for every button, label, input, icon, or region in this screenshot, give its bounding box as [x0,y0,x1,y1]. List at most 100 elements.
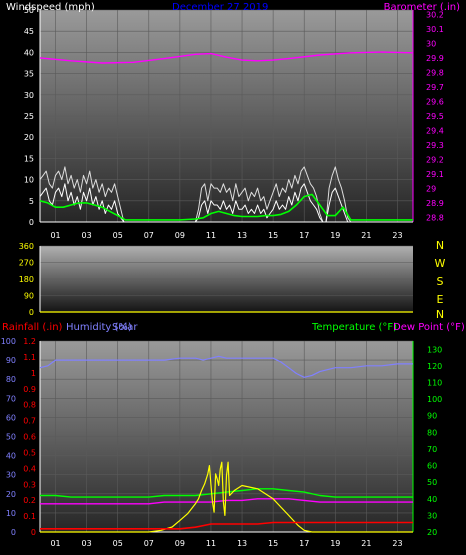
humidity-tick-label: 90 [6,356,16,365]
barometer-tick-label: 29.7 [426,83,444,92]
panel3-hour-tick-label: 13 [237,539,247,548]
temperature-tick-label: 70 [427,445,437,454]
wind-direction-tick-label: 90 [24,292,34,301]
barometer-tick-label: 30.1 [426,25,444,34]
panel1-hour-tick-label: 11 [206,231,216,240]
barometer-series [39,51,414,64]
panel1-hour-tick-label: 03 [82,231,92,240]
temperature-series [40,488,413,498]
solar-axis-title: Solar [112,322,138,333]
rainfall-tick-label: 0.7 [23,417,36,426]
windspeed-tick-label: 50 [24,6,34,15]
windspeed-tick-label: 40 [24,48,34,57]
rainfall-tick-label: 0.8 [23,401,36,410]
panel1-hour-tick-label: 19 [330,231,340,240]
barometer-tick-label: 28.8 [426,214,444,223]
barometer-tick-label: 30.2 [426,10,444,19]
panel3-hour-tick-label: 11 [206,539,216,548]
humidity-series [39,355,413,378]
compass-label-n-bottom: N [436,308,444,321]
humidity-tick-label: 0 [11,528,16,537]
barometer-tick-label: 28.9 [426,199,444,208]
rainfall-tick-label: 0.3 [23,480,36,489]
compass-label-n-top: N [436,239,444,252]
panel3-hour-tick-label: 01 [50,539,60,548]
humidity-tick-label: 20 [6,490,16,499]
temperature-tick-label: 120 [427,362,442,371]
panel3-hour-tick-label: 03 [82,539,92,548]
panel3-hour-tick-label: 15 [268,539,278,548]
compass-label-e: E [437,293,444,306]
barometer-tick-label: 29.6 [426,97,444,106]
panel1-hour-tick-label: 13 [237,231,247,240]
humidity-tick-label: 80 [6,375,16,384]
rainfall-tick-label: 1.1 [23,353,36,362]
wind-direction-tick-label: 0 [29,308,34,317]
rainfall-tick-label: 0.9 [23,385,36,394]
panel1-hour-tick-label: 17 [299,231,309,240]
rainfall-tick-label: 1 [31,369,36,378]
rainfall-tick-label: 0.5 [23,448,36,457]
barometer-tick-label: 29.1 [426,170,444,179]
compass-label-w: W [435,257,446,270]
temperature-tick-label: 50 [427,478,437,487]
temperature-tick-label: 40 [427,495,437,504]
temperature-tick-label: 130 [427,345,442,354]
humidity-tick-label: 50 [6,433,16,442]
wind-speed-series [39,183,413,223]
panel3-hour-tick-label: 17 [299,539,309,548]
windspeed-axis-title: Windspeed (mph) [6,2,95,13]
panel1-hour-tick-label: 15 [268,231,278,240]
solar-series [40,461,413,533]
panel1-hour-tick-label: 01 [50,231,60,240]
wind-gust-series [39,166,413,223]
panel3-hour-tick-label: 05 [113,539,123,548]
rainfall-series [40,521,413,530]
humidity-tick-label: 100 [1,337,16,346]
humidity-tick-label: 70 [6,394,16,403]
barometer-tick-label: 29 [426,185,436,194]
dewpoint-axis-title: Dew Point (°F) [393,322,465,333]
windspeed-tick-label: 25 [24,112,34,121]
barometer-axis-title: Barometer (.in) [384,2,460,13]
rainfall-tick-label: 0.6 [23,433,36,442]
humidity-tick-label: 60 [6,413,16,422]
temperature-tick-label: 90 [427,412,437,421]
temperature-tick-label: 30 [427,511,437,520]
rainfall-tick-label: 0.1 [23,512,36,521]
rainfall-tick-label: 1.2 [23,337,36,346]
dewpoint-series [40,498,413,505]
rainfall-tick-label: 0.4 [23,464,36,473]
windspeed-tick-label: 35 [24,70,34,79]
panel1-hour-tick-label: 09 [175,231,185,240]
panel1-hour-tick-label: 07 [144,231,154,240]
wind-direction-tick-label: 360 [19,242,34,251]
panel1-hour-tick-label: 05 [113,231,123,240]
rainfall-tick-label: 0.2 [23,496,36,505]
barometer-tick-label: 29.4 [426,127,444,136]
windspeed-tick-label: 15 [24,154,34,163]
wind-direction-tick-label: 180 [19,275,34,284]
barometer-tick-label: 30 [426,39,436,48]
humidity-tick-label: 10 [6,509,16,518]
windspeed-tick-label: 5 [29,197,34,206]
windspeed-tick-label: 0 [29,218,34,227]
temperature-tick-label: 100 [427,395,442,404]
panel3-hour-tick-label: 23 [392,539,402,548]
panel1-hour-tick-label: 23 [392,231,402,240]
panel1-hour-tick-label: 21 [361,231,371,240]
windspeed-tick-label: 45 [24,27,34,36]
panel3-hour-tick-label: 07 [144,539,154,548]
windspeed-tick-label: 20 [24,133,34,142]
temperature-tick-label: 60 [427,462,437,471]
barometer-tick-label: 29.3 [426,141,444,150]
barometer-tick-label: 29.8 [426,68,444,77]
rainfall-axis-title: Rainfall (.in) [2,322,63,333]
barometer-tick-label: 29.9 [426,54,444,63]
temperature-axis-title: Temperature (°F) [311,322,397,333]
wind-average-series [39,193,413,221]
temperature-tick-label: 80 [427,428,437,437]
chart-date-title: December 27 2019 [172,2,268,13]
